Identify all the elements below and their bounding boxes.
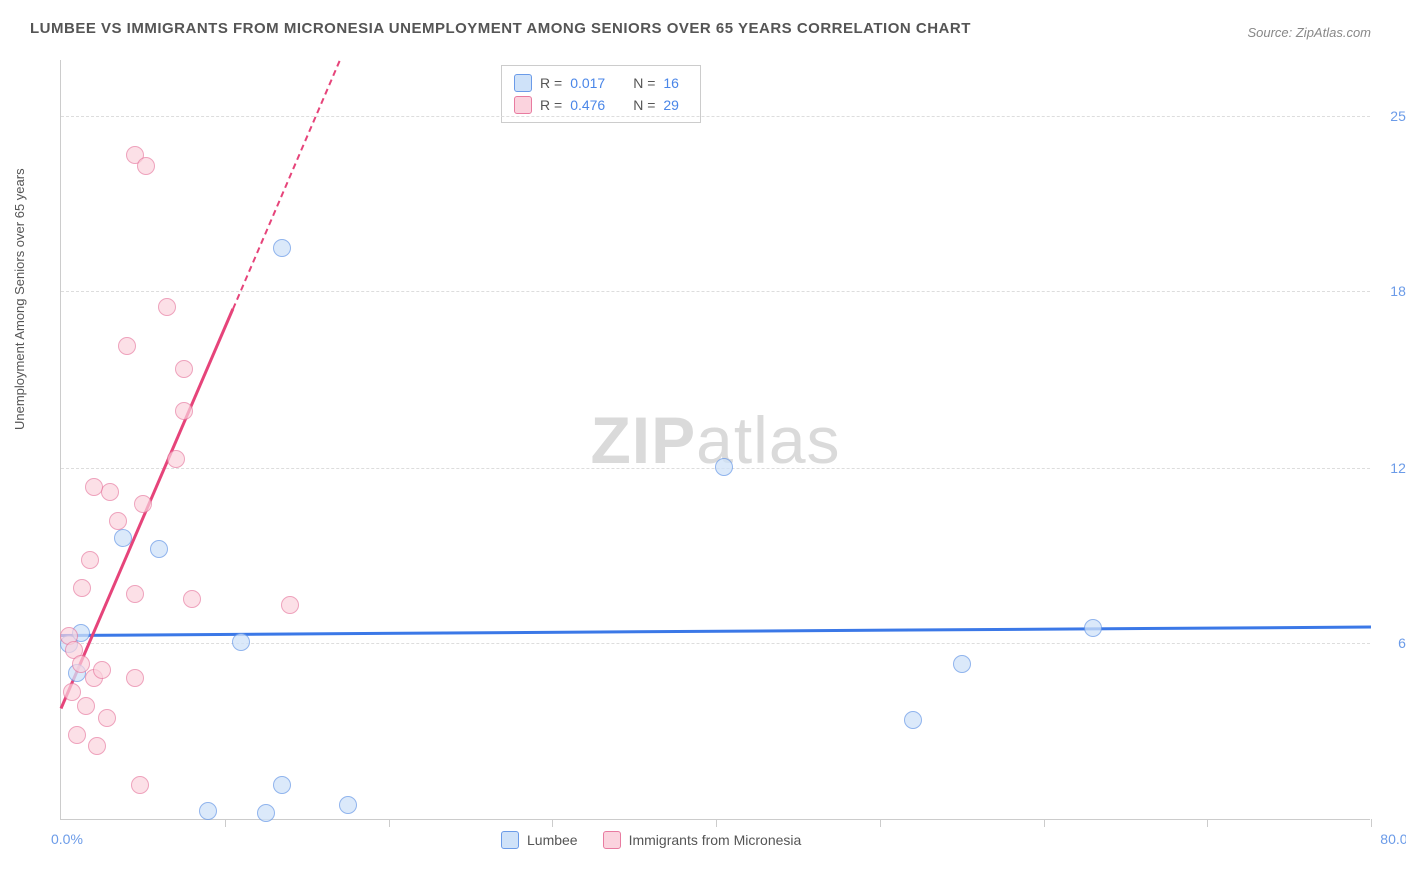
x-tick [1044, 819, 1045, 827]
data-point [150, 540, 168, 558]
legend-n-label: N = [633, 75, 655, 91]
data-point [175, 402, 193, 420]
data-point [257, 804, 275, 822]
data-point [175, 360, 193, 378]
data-point [953, 655, 971, 673]
data-point [126, 669, 144, 687]
series-legend: Lumbee Immigrants from Micronesia [501, 831, 801, 849]
data-point [273, 239, 291, 257]
data-point [281, 596, 299, 614]
x-axis-start-label: 0.0% [51, 831, 83, 847]
data-point [199, 802, 217, 820]
data-point [167, 450, 185, 468]
x-axis-end-label: 80.0% [1380, 831, 1406, 847]
data-point [137, 157, 155, 175]
data-point [131, 776, 149, 794]
y-tick-label: 18.8% [1375, 283, 1406, 299]
data-point [1084, 619, 1102, 637]
data-point [183, 590, 201, 608]
legend-correlation-row: R = 0.476 N = 29 [514, 94, 688, 116]
data-point [339, 796, 357, 814]
correlation-legend: R = 0.017 N = 16 R = 0.476 N = 29 [501, 65, 701, 123]
y-tick-label: 12.5% [1375, 460, 1406, 476]
legend-swatch [514, 74, 532, 92]
data-point [68, 726, 86, 744]
data-point [114, 529, 132, 547]
legend-swatch [501, 831, 519, 849]
x-tick [1207, 819, 1208, 827]
legend-r-value: 0.476 [570, 97, 625, 113]
data-point [715, 458, 733, 476]
plot-area: ZIPatlas R =0.017N =16R =0.476N =29 0.0%… [60, 60, 1370, 820]
legend-swatch [514, 96, 532, 114]
data-point [101, 483, 119, 501]
chart-title: LUMBEE VS IMMIGRANTS FROM MICRONESIA UNE… [30, 20, 1376, 37]
data-point [93, 661, 111, 679]
legend-r-value: 0.017 [570, 75, 625, 91]
trend-line [232, 61, 340, 309]
legend-r-label: R = [540, 75, 562, 91]
legend-n-value: 29 [663, 97, 688, 113]
legend-swatch [603, 831, 621, 849]
data-point [77, 697, 95, 715]
data-point [126, 585, 144, 603]
legend-n-value: 16 [663, 75, 688, 91]
x-tick [880, 819, 881, 827]
trend-line [61, 626, 1371, 637]
x-tick [225, 819, 226, 827]
data-point [73, 579, 91, 597]
data-point [904, 711, 922, 729]
data-point [88, 737, 106, 755]
x-tick [389, 819, 390, 827]
data-point [98, 709, 116, 727]
data-point [118, 337, 136, 355]
data-point [109, 512, 127, 530]
data-point [134, 495, 152, 513]
legend-r-label: R = [540, 97, 562, 113]
data-point [273, 776, 291, 794]
legend-series-label: Lumbee [527, 832, 578, 848]
x-tick [716, 819, 717, 827]
legend-n-label: N = [633, 97, 655, 113]
gridline-horizontal [61, 291, 1370, 292]
gridline-horizontal [61, 116, 1370, 117]
gridline-horizontal [61, 643, 1370, 644]
data-point [85, 478, 103, 496]
y-tick-label: 25.0% [1375, 108, 1406, 124]
y-tick-label: 6.3% [1375, 635, 1406, 651]
data-point [81, 551, 99, 569]
x-tick [1371, 819, 1372, 827]
data-point [158, 298, 176, 316]
x-tick [552, 819, 553, 827]
y-axis-label: Unemployment Among Seniors over 65 years [12, 168, 27, 430]
legend-series-label: Immigrants from Micronesia [629, 832, 802, 848]
legend-series-item: Lumbee [501, 831, 578, 849]
legend-series-item: Immigrants from Micronesia [603, 831, 802, 849]
chart-container: LUMBEE VS IMMIGRANTS FROM MICRONESIA UNE… [0, 0, 1406, 892]
data-point [232, 633, 250, 651]
legend-correlation-row: R = 0.017 N = 16 [514, 72, 688, 94]
source-attribution: Source: ZipAtlas.com [1247, 25, 1371, 40]
